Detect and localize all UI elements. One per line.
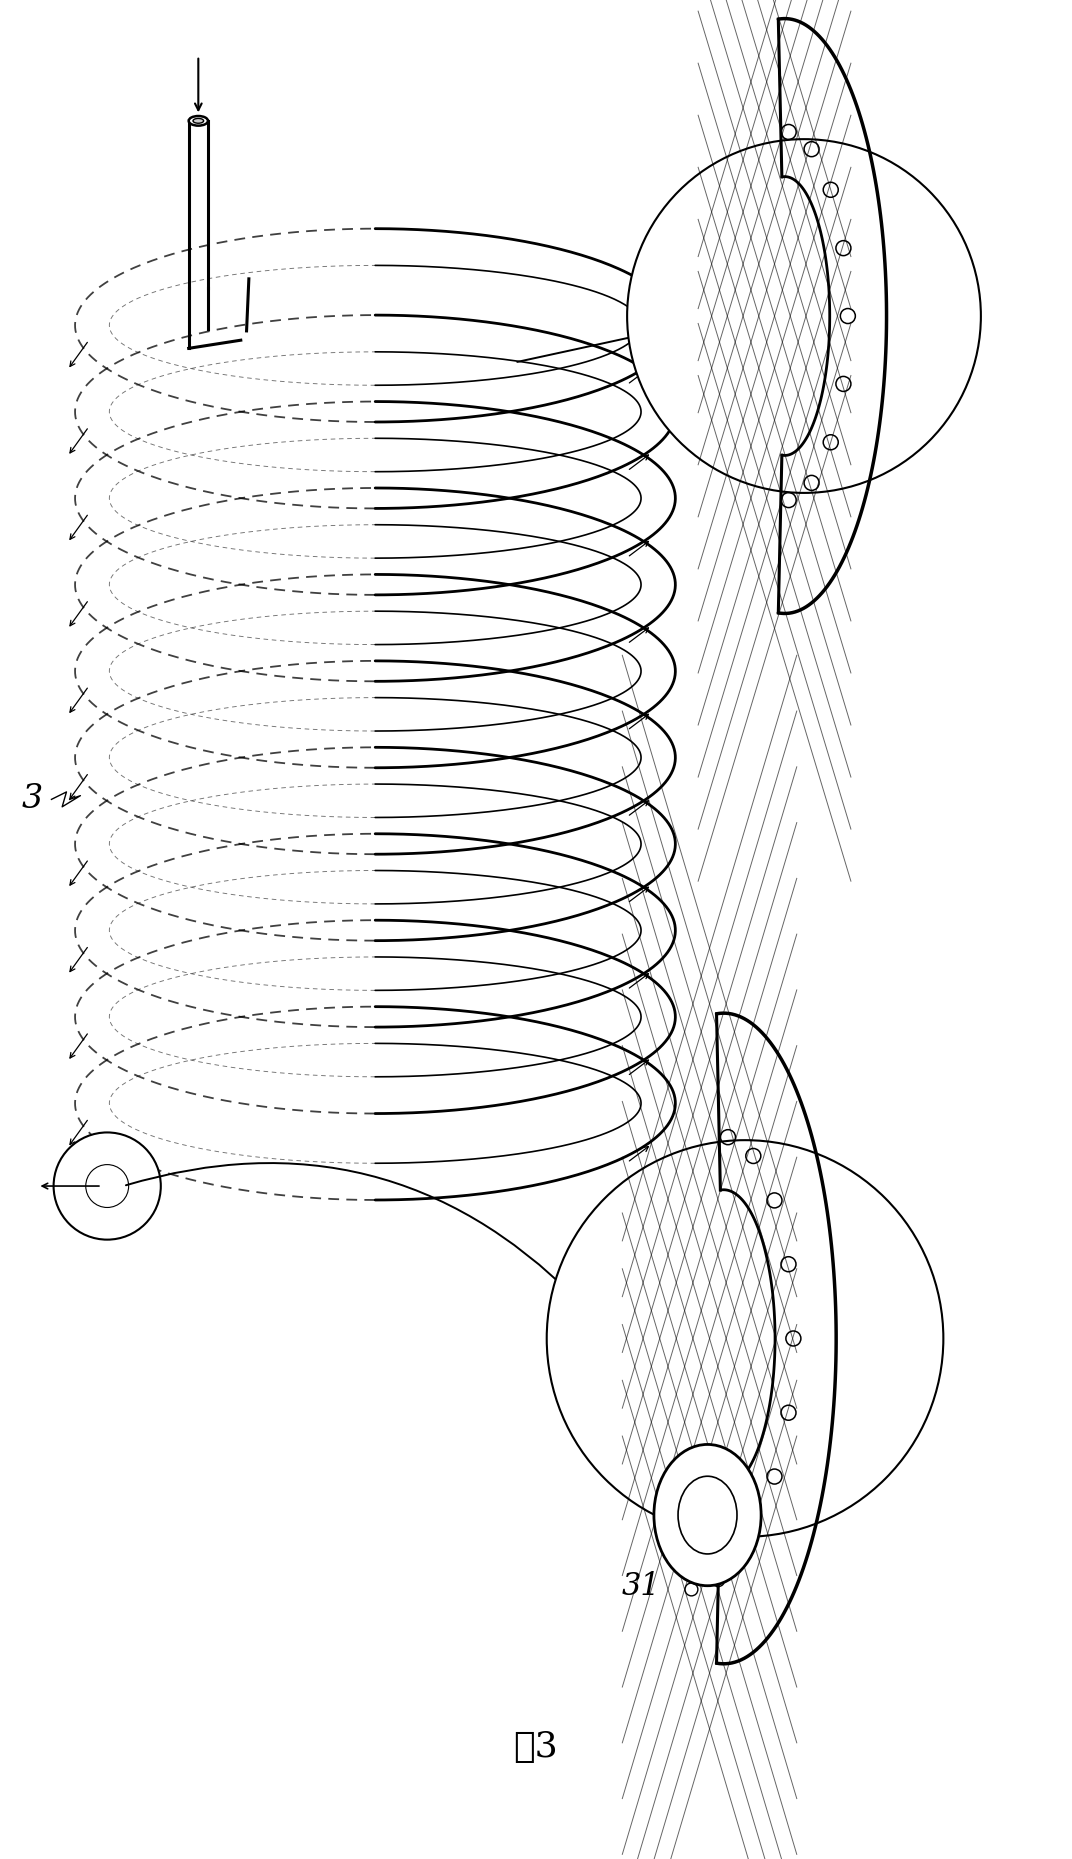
Ellipse shape xyxy=(193,119,204,123)
Text: 3: 3 xyxy=(21,783,43,816)
Circle shape xyxy=(54,1132,161,1240)
Ellipse shape xyxy=(189,115,208,126)
Ellipse shape xyxy=(654,1444,761,1586)
Text: 31: 31 xyxy=(622,1571,660,1602)
Text: 图3: 图3 xyxy=(513,1731,559,1764)
Circle shape xyxy=(627,139,981,493)
Circle shape xyxy=(547,1140,943,1537)
